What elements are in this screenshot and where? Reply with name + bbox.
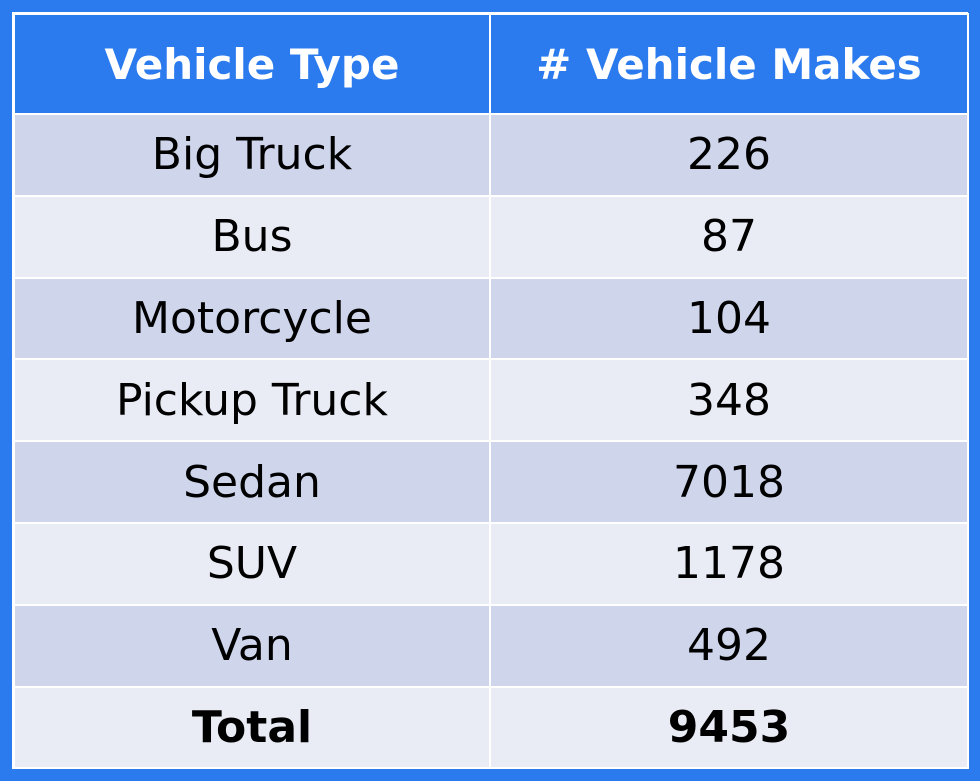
table-row: Motorcycle 104 — [13, 276, 969, 361]
cell-vehicle-makes: 87 — [489, 194, 969, 279]
table-row: Big Truck 226 — [13, 113, 969, 197]
table-total-row: Total 9453 — [13, 685, 969, 770]
table-header-row: Vehicle Type # Vehicle Makes — [13, 13, 969, 115]
cell-vehicle-type: SUV — [13, 521, 491, 606]
cell-vehicle-type: Motorcycle — [13, 276, 491, 361]
cell-vehicle-makes: 1178 — [489, 521, 969, 606]
column-header-vehicle-type: Vehicle Type — [13, 13, 491, 115]
cell-vehicle-makes: 492 — [489, 603, 969, 688]
cell-vehicle-makes: 104 — [489, 276, 969, 361]
cell-total-value: 9453 — [489, 685, 969, 770]
cell-vehicle-type: Pickup Truck — [13, 358, 491, 443]
cell-total-label: Total — [13, 685, 491, 770]
vehicle-makes-table: Vehicle Type # Vehicle Makes Big Truck 2… — [13, 13, 969, 770]
cell-vehicle-type: Sedan — [13, 440, 491, 524]
table-row: Pickup Truck 348 — [13, 358, 969, 443]
cell-vehicle-type: Bus — [13, 194, 491, 279]
table-row: Bus 87 — [13, 194, 969, 279]
column-header-vehicle-makes: # Vehicle Makes — [489, 13, 969, 115]
table-row: Van 492 — [13, 603, 969, 688]
cell-vehicle-makes: 7018 — [489, 440, 969, 524]
cell-vehicle-type: Van — [13, 603, 491, 688]
table-row: SUV 1178 — [13, 521, 969, 606]
table-row: Sedan 7018 — [13, 440, 969, 524]
cell-vehicle-makes: 348 — [489, 358, 969, 443]
cell-vehicle-type: Big Truck — [13, 113, 491, 197]
cell-vehicle-makes: 226 — [489, 113, 969, 197]
